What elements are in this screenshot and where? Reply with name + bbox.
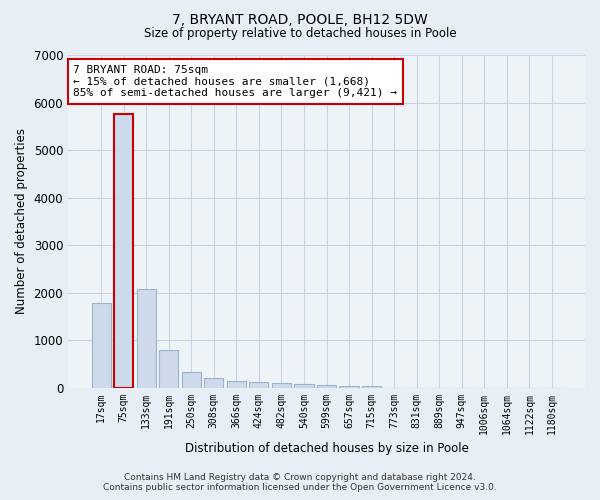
Text: 7 BRYANT ROAD: 75sqm
← 15% of detached houses are smaller (1,668)
85% of semi-de: 7 BRYANT ROAD: 75sqm ← 15% of detached h… xyxy=(73,65,397,98)
Y-axis label: Number of detached properties: Number of detached properties xyxy=(15,128,28,314)
Bar xyxy=(362,386,381,388)
Bar xyxy=(92,303,110,388)
Bar xyxy=(137,290,156,388)
Bar xyxy=(272,384,291,388)
Bar xyxy=(114,114,133,388)
X-axis label: Distribution of detached houses by size in Poole: Distribution of detached houses by size … xyxy=(185,442,469,455)
Text: Size of property relative to detached houses in Poole: Size of property relative to detached ho… xyxy=(143,28,457,40)
Bar xyxy=(317,385,336,388)
Bar xyxy=(250,382,268,388)
Text: 7, BRYANT ROAD, POOLE, BH12 5DW: 7, BRYANT ROAD, POOLE, BH12 5DW xyxy=(172,12,428,26)
Bar xyxy=(295,384,314,388)
Bar xyxy=(182,372,201,388)
Text: Contains HM Land Registry data © Crown copyright and database right 2024.
Contai: Contains HM Land Registry data © Crown c… xyxy=(103,473,497,492)
Bar xyxy=(340,386,359,388)
Bar xyxy=(159,350,178,388)
Bar xyxy=(204,378,223,388)
Bar xyxy=(227,381,246,388)
